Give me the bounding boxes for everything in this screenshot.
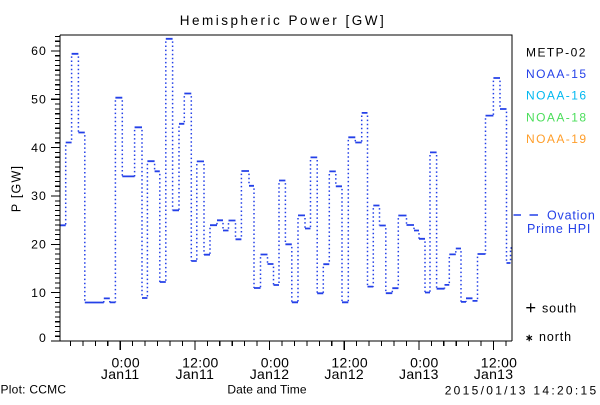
svg-text:50: 50 bbox=[31, 92, 47, 106]
svg-text:60: 60 bbox=[31, 44, 47, 58]
svg-text:NOAA-15: NOAA-15 bbox=[526, 67, 588, 81]
svg-text:P [GW]: P [GW] bbox=[10, 165, 24, 212]
svg-text:south: south bbox=[542, 302, 577, 316]
svg-text:30: 30 bbox=[31, 189, 47, 203]
svg-text:0:00: 0:00 bbox=[410, 355, 438, 371]
svg-text:12:00: 12:00 bbox=[331, 355, 368, 371]
svg-text:NOAA-16: NOAA-16 bbox=[526, 89, 588, 103]
svg-text:Plot: CCMC: Plot: CCMC bbox=[1, 383, 67, 397]
svg-text:20: 20 bbox=[31, 237, 47, 251]
svg-text:40: 40 bbox=[31, 141, 47, 155]
svg-text:10: 10 bbox=[31, 286, 47, 300]
svg-text:Ovation: Ovation bbox=[547, 209, 596, 223]
svg-text:NOAA-18: NOAA-18 bbox=[526, 110, 588, 124]
svg-text:0:00: 0:00 bbox=[111, 355, 139, 371]
svg-text:north: north bbox=[539, 330, 572, 344]
svg-text:METP-02: METP-02 bbox=[526, 46, 587, 60]
svg-text:12:00: 12:00 bbox=[182, 355, 219, 371]
svg-text:Date and Time: Date and Time bbox=[227, 383, 307, 397]
svg-text:Jan12: Jan12 bbox=[250, 366, 290, 382]
svg-text:0:00: 0:00 bbox=[261, 355, 289, 371]
svg-text:2015/01/13 14:20:15: 2015/01/13 14:20:15 bbox=[445, 384, 599, 398]
svg-text:NOAA-19: NOAA-19 bbox=[526, 132, 588, 146]
svg-text:Jan11: Jan11 bbox=[101, 366, 140, 382]
svg-text:0: 0 bbox=[39, 331, 47, 345]
svg-text:Jan12: Jan12 bbox=[324, 366, 364, 382]
svg-text:Jan11: Jan11 bbox=[176, 366, 215, 382]
svg-text:Hemispheric Power [GW]: Hemispheric Power [GW] bbox=[180, 13, 387, 28]
svg-text:Prime HPI: Prime HPI bbox=[527, 222, 591, 236]
svg-text:Jan13: Jan13 bbox=[474, 366, 514, 382]
svg-text:Jan13: Jan13 bbox=[399, 366, 439, 382]
svg-text:12:00: 12:00 bbox=[481, 355, 518, 371]
